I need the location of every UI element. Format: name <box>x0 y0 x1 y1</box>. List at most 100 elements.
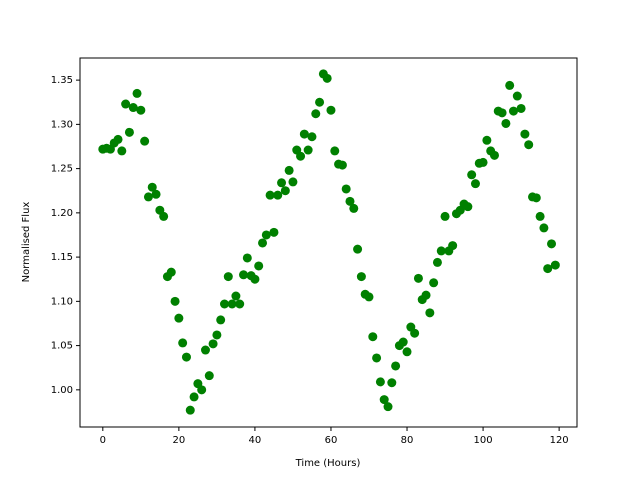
point <box>277 178 287 188</box>
point <box>231 291 241 301</box>
point <box>128 103 138 113</box>
point <box>239 270 249 280</box>
point <box>235 299 245 309</box>
point <box>132 88 142 98</box>
point <box>261 230 271 240</box>
point <box>273 190 283 200</box>
point <box>482 135 492 145</box>
point <box>136 105 146 115</box>
point <box>216 315 226 325</box>
point <box>140 136 150 146</box>
plot-frame <box>79 57 578 428</box>
point <box>440 211 450 221</box>
point <box>315 97 325 107</box>
point <box>497 108 507 118</box>
y-tick-label: 1.00 <box>51 385 73 396</box>
y-tick-label: 1.20 <box>51 208 73 219</box>
point <box>425 308 435 318</box>
point <box>204 371 214 381</box>
point <box>265 190 275 200</box>
point <box>413 273 423 283</box>
point <box>391 361 401 371</box>
y-tick-label: 1.25 <box>51 164 73 175</box>
point <box>170 296 180 306</box>
point <box>467 170 477 180</box>
point <box>208 339 218 349</box>
point <box>185 405 195 415</box>
point <box>219 299 229 309</box>
point <box>181 352 191 362</box>
point <box>539 223 549 233</box>
point <box>429 278 439 288</box>
point <box>535 211 545 221</box>
point <box>258 238 268 248</box>
point <box>151 189 161 199</box>
point <box>508 106 518 116</box>
point <box>372 353 382 363</box>
point <box>322 73 332 83</box>
point <box>113 134 123 144</box>
point <box>143 192 153 202</box>
point <box>421 290 431 300</box>
point <box>311 109 321 119</box>
point <box>166 267 176 277</box>
point <box>242 253 252 263</box>
point <box>470 179 480 189</box>
point <box>383 402 393 412</box>
point <box>117 146 127 156</box>
point <box>520 129 530 139</box>
point <box>398 337 408 347</box>
point <box>531 193 541 203</box>
point <box>178 338 188 348</box>
x-tick-label: 80 <box>401 435 414 446</box>
point <box>197 385 207 395</box>
point <box>410 328 420 338</box>
point <box>223 272 233 282</box>
point <box>387 378 397 388</box>
point <box>501 118 511 128</box>
y-tick-label: 1.30 <box>51 119 73 130</box>
point <box>326 105 336 115</box>
y-axis-label: Normalised Flux <box>21 202 32 283</box>
point <box>250 274 260 284</box>
point <box>478 157 488 167</box>
point <box>337 160 347 170</box>
point <box>349 203 359 213</box>
point <box>307 132 317 142</box>
point <box>124 127 134 137</box>
point <box>254 261 264 271</box>
y-tick-label: 1.15 <box>51 252 73 263</box>
point <box>432 257 442 267</box>
point <box>505 80 515 90</box>
point <box>280 186 290 196</box>
point <box>212 330 222 340</box>
point <box>368 332 378 342</box>
point <box>489 150 499 160</box>
point <box>402 347 412 357</box>
point <box>174 313 184 323</box>
point <box>550 260 560 270</box>
x-tick-label: 0 <box>100 435 106 446</box>
point <box>303 145 313 155</box>
point <box>448 241 458 251</box>
point <box>200 345 210 355</box>
point <box>463 202 473 212</box>
point <box>543 264 553 274</box>
point <box>189 392 199 402</box>
point <box>516 103 526 113</box>
point <box>364 292 374 302</box>
x-tick-label: 120 <box>550 435 569 446</box>
point <box>345 196 355 206</box>
point <box>375 377 385 387</box>
x-tick-label: 100 <box>474 435 493 446</box>
point <box>547 239 557 249</box>
y-tick-label: 1.05 <box>51 341 73 352</box>
point <box>299 129 309 139</box>
point <box>288 177 298 187</box>
y-tick-label: 1.35 <box>51 75 73 86</box>
point <box>356 272 366 282</box>
x-axis-label: Time (Hours) <box>295 458 361 469</box>
point <box>436 246 446 256</box>
x-tick-label: 20 <box>173 435 186 446</box>
